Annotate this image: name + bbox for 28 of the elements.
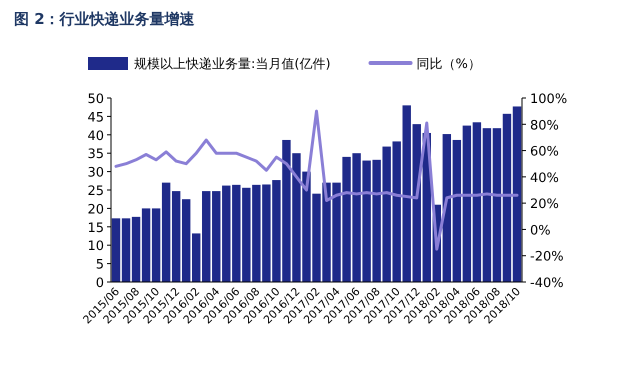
y-tick-label: 5 [96, 258, 104, 273]
y2-tick-label: 60% [530, 144, 559, 160]
y2-tick-label: 20% [530, 197, 559, 212]
y-tick-label: 10 [87, 239, 104, 254]
bar [502, 114, 512, 282]
line-series [114, 110, 518, 251]
y2-tick-label: 80% [530, 118, 559, 134]
y2-tick-label: 0% [530, 223, 551, 238]
legend-label: 规模以上快递业务量:当月值(亿件) [134, 57, 331, 72]
y-tick-label: 0 [96, 276, 104, 291]
bar [122, 218, 130, 282]
y-tick-label: 30 [87, 166, 104, 181]
y-tick-label: 45 [87, 110, 104, 126]
y-tick-label: 35 [87, 147, 104, 162]
y2-tick-label: -40% [530, 276, 564, 291]
y-tick-label: 50 [87, 92, 104, 107]
y-tick-label: 20 [87, 202, 104, 218]
y2-tick-label: 40% [530, 170, 559, 186]
bar [112, 218, 120, 282]
y-tick-label: 15 [87, 220, 104, 236]
y-tick-label: 40 [87, 128, 104, 144]
legend-label: 同比（%） [416, 57, 481, 72]
bar [312, 194, 321, 282]
y2-tick-label: -20% [530, 250, 564, 265]
bar [512, 106, 522, 282]
y-tick-label: 25 [87, 184, 104, 199]
y2-tick-label: 100% [530, 92, 568, 107]
chart-title: 图 2：行业快递业务量增速 [14, 10, 196, 28]
